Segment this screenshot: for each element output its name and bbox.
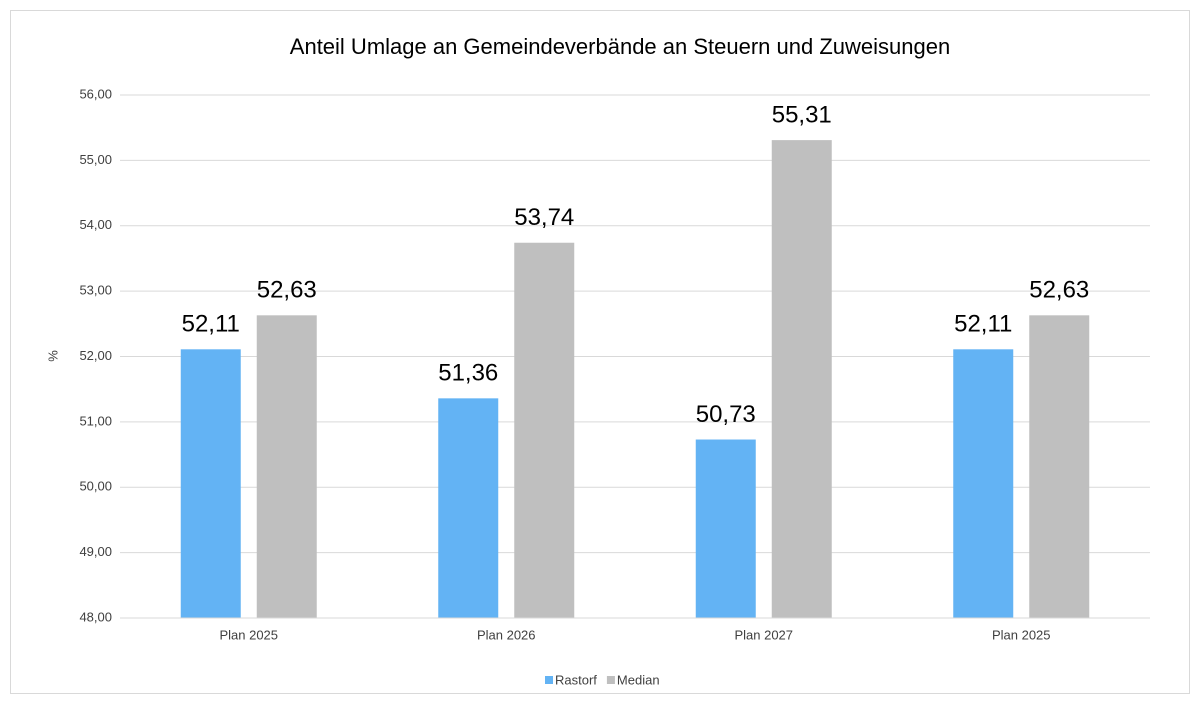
data-label: 52,11	[182, 311, 240, 338]
chart-title: Anteil Umlage an Gemeindeverbände an Ste…	[290, 34, 950, 59]
y-tick-label: 53,00	[79, 283, 112, 298]
y-tick-label: 56,00	[79, 86, 112, 101]
data-label: 52,63	[257, 277, 317, 304]
x-tick-label: Plan 2026	[477, 627, 536, 642]
bar	[180, 349, 241, 618]
bar	[1029, 315, 1090, 618]
legend-swatch	[545, 676, 553, 684]
y-axis-label: %	[45, 350, 60, 362]
y-tick-label: 50,00	[79, 479, 112, 494]
x-tick-label: Plan 2027	[734, 627, 793, 642]
data-label: 50,73	[696, 401, 756, 428]
data-label: 51,36	[438, 360, 498, 387]
x-tick-label: Plan 2025	[219, 627, 278, 642]
bar	[438, 398, 499, 618]
y-tick-label: 52,00	[79, 348, 112, 363]
data-label: 52,63	[1029, 277, 1089, 304]
legend-label: Median	[617, 672, 660, 687]
y-tick-label: 49,00	[79, 544, 112, 559]
y-tick-label: 54,00	[79, 217, 112, 232]
y-tick-label: 48,00	[79, 609, 112, 624]
y-tick-label: 51,00	[79, 413, 112, 428]
bar	[771, 140, 832, 618]
y-tick-label: 55,00	[79, 152, 112, 167]
legend-swatch	[606, 676, 615, 684]
data-label: 55,31	[772, 101, 832, 128]
bar	[256, 315, 317, 618]
bar	[953, 349, 1014, 618]
legend-label: Rastorf	[555, 672, 597, 687]
data-label: 53,74	[514, 204, 574, 231]
bar	[695, 439, 756, 618]
x-tick-label: Plan 2025	[992, 627, 1051, 642]
bar	[514, 242, 575, 618]
data-label: 52,11	[954, 311, 1012, 338]
